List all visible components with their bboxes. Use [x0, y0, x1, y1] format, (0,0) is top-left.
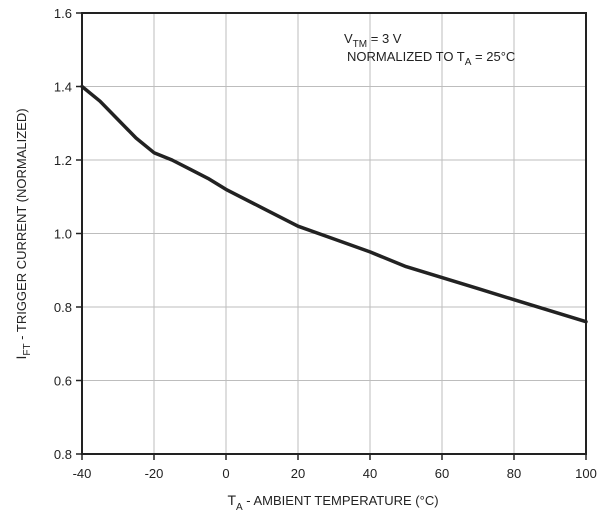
x-tick-label: 40 — [363, 466, 377, 481]
y-axis-label: IFT - TRIGGER CURRENT (NORMALIZED) — [13, 108, 33, 359]
annotation-vtm: VTM = 3 V — [344, 31, 402, 50]
x-tick-label: 100 — [575, 466, 597, 481]
x-tick-label: 20 — [291, 466, 305, 481]
x-tick-label: 0 — [222, 466, 229, 481]
y-tick-label: 1.0 — [54, 227, 72, 242]
x-tick-label: -40 — [73, 466, 92, 481]
y-tick-label: 1.2 — [54, 153, 72, 168]
y-tick-labels: 0.8 0.6 0.8 1.0 1.2 1.4 1.6 — [54, 6, 72, 462]
x-tick-labels: -40 -20 0 20 40 60 80 100 — [73, 466, 597, 481]
annotation-normalized: NORMALIZED TO TA = 25°C — [347, 49, 515, 68]
y-tick-label: 0.8 — [54, 447, 72, 462]
grid-lines — [81, 12, 587, 455]
y-tick-label: 0.6 — [54, 374, 72, 389]
y-tick-label: 1.4 — [54, 80, 72, 95]
x-tick-label: 80 — [507, 466, 521, 481]
x-tick-label: -20 — [145, 466, 164, 481]
y-tick-label: 1.6 — [54, 6, 72, 21]
y-tick-label: 0.8 — [54, 300, 72, 315]
x-tick-label: 60 — [435, 466, 449, 481]
x-axis-label: TA - AMBIENT TEMPERATURE (°C) — [227, 492, 438, 513]
series-line — [80, 84, 588, 324]
